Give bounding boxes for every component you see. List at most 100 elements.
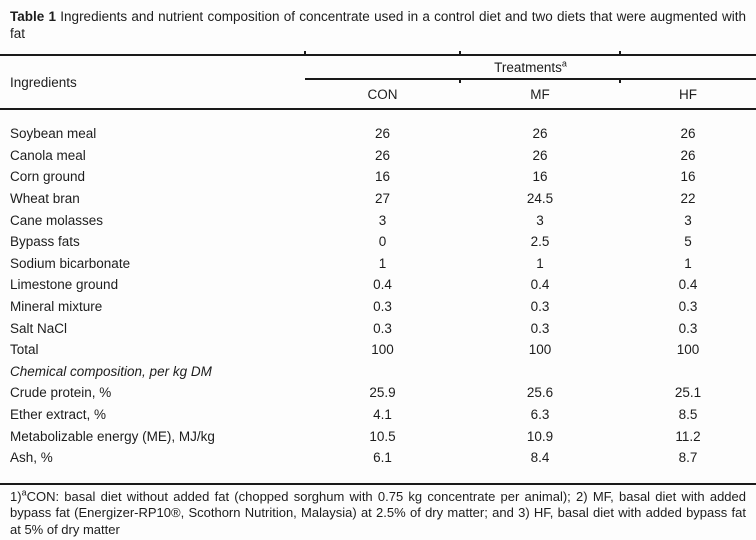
footnote-prefix: 1) bbox=[10, 488, 22, 504]
value-cell: 6.3 bbox=[530, 407, 550, 423]
value-cell: 25.1 bbox=[674, 385, 702, 401]
value-cell: 1 bbox=[684, 255, 692, 271]
value-cell: 26 bbox=[680, 126, 696, 142]
table-row: Bypass fats 0 2.5 5 bbox=[0, 231, 756, 253]
section-row: Chemical composition, per kg DM bbox=[0, 361, 756, 383]
value-cell: 25.9 bbox=[369, 385, 396, 401]
column-divider-tick bbox=[459, 80, 461, 83]
table-row: Mineral mixture 0.3 0.3 0.3 bbox=[0, 296, 756, 318]
value-cell: 3 bbox=[684, 212, 692, 228]
value-cell: 0 bbox=[378, 234, 387, 250]
value-cell: 6.1 bbox=[373, 450, 392, 466]
table-row: Crude protein, % 25.9 25.6 25.1 bbox=[0, 382, 756, 404]
row-label: Canola meal bbox=[10, 147, 86, 163]
row-label: Bypass fats bbox=[10, 234, 80, 250]
table-header: Ingredients Treatmentsa CON MF HF bbox=[0, 56, 756, 108]
row-label: Cane molasses bbox=[10, 212, 104, 228]
value-cell: 1 bbox=[378, 255, 387, 271]
row-label: Metabolizable energy (ME), MJ/kg bbox=[10, 428, 215, 444]
value-cell: 16 bbox=[532, 169, 548, 185]
value-cell: 0.3 bbox=[373, 320, 392, 336]
table-row: Canola meal 26 26 26 bbox=[0, 145, 756, 167]
value-cell: 26 bbox=[680, 147, 696, 163]
table-caption-number: Table 1 bbox=[10, 9, 57, 24]
value-cell: 16 bbox=[374, 169, 391, 185]
value-cell: 3 bbox=[378, 212, 387, 228]
value-cell: 0.4 bbox=[530, 277, 550, 293]
value-cell: 0.4 bbox=[373, 277, 392, 293]
row-label: Sodium bicarbonate bbox=[10, 255, 131, 271]
value-cell: 26 bbox=[374, 147, 391, 163]
column-header-mf: MF bbox=[530, 86, 550, 102]
value-cell: 0.4 bbox=[678, 277, 698, 293]
table-footnote: 1)aCON: basal diet without added fat (ch… bbox=[0, 485, 756, 539]
column-header-hf: HF bbox=[679, 86, 697, 102]
value-cell: 0.3 bbox=[678, 299, 698, 315]
table-row: Cane molasses 3 3 3 bbox=[0, 209, 756, 231]
table-row: Limestone ground 0.4 0.4 0.4 bbox=[0, 274, 756, 296]
ingredients-header-cell: Ingredients bbox=[0, 56, 305, 108]
row-label: Ash, % bbox=[10, 450, 53, 466]
table-row: Total 100 100 100 bbox=[0, 339, 756, 361]
column-divider-tick bbox=[619, 80, 621, 83]
value-cell: 16 bbox=[680, 169, 696, 185]
table-row: Corn ground 16 16 16 bbox=[0, 166, 756, 188]
table-row: Ether extract, % 4.1 6.3 8.5 bbox=[0, 404, 756, 426]
value-cell: 8.5 bbox=[678, 407, 698, 423]
value-cell: 26 bbox=[532, 126, 548, 142]
row-label: Wheat bran bbox=[10, 191, 80, 207]
value-cell: 100 bbox=[676, 342, 700, 358]
row-label: Ether extract, % bbox=[10, 407, 107, 423]
row-label: Limestone ground bbox=[10, 277, 119, 293]
row-label: Soybean meal bbox=[10, 126, 97, 142]
table-row: Wheat bran 27 24.5 22 bbox=[0, 188, 756, 210]
value-cell: 3 bbox=[536, 212, 544, 228]
row-label: Salt NaCl bbox=[10, 320, 68, 336]
value-cell: 4.1 bbox=[373, 407, 392, 423]
table-row: Ash, % 6.1 8.4 8.7 bbox=[0, 447, 756, 469]
column-divider-tick bbox=[459, 51, 461, 54]
value-cell: 5 bbox=[684, 234, 692, 250]
value-cell: 8.4 bbox=[530, 450, 550, 466]
value-cell: 1 bbox=[536, 255, 544, 271]
row-label: Mineral mixture bbox=[10, 299, 103, 315]
value-cell: 10.5 bbox=[369, 428, 396, 444]
value-cell: 0.3 bbox=[678, 320, 698, 336]
treatments-label: Treatmentsa bbox=[494, 58, 567, 75]
section-label: Chemical composition, per kg DM bbox=[10, 363, 212, 379]
value-cell: 100 bbox=[528, 342, 552, 358]
table-row: Salt NaCl 0.3 0.3 0.3 bbox=[0, 317, 756, 339]
value-cell: 10.9 bbox=[526, 428, 554, 444]
footnote-superscript: a bbox=[21, 487, 27, 498]
table-top-rule bbox=[0, 51, 756, 56]
row-label: Crude protein, % bbox=[10, 385, 112, 401]
header-bottom-rule bbox=[0, 108, 756, 110]
value-cell: 8.7 bbox=[678, 450, 698, 466]
value-cell: 0.3 bbox=[530, 320, 550, 336]
row-label: Total bbox=[10, 342, 39, 358]
ingredients-header-label: Ingredients bbox=[10, 74, 77, 90]
table-row: Metabolizable energy (ME), MJ/kg 10.5 10… bbox=[0, 425, 756, 447]
value-cell: 25.6 bbox=[526, 385, 554, 401]
value-cell: 100 bbox=[371, 342, 394, 358]
table-row: Soybean meal 26 26 26 bbox=[0, 123, 756, 145]
table-caption: Table 1 Ingredients and nutrient composi… bbox=[0, 0, 756, 42]
value-cell: 26 bbox=[532, 147, 548, 163]
footnote-text: CON: basal diet without added fat (chopp… bbox=[10, 488, 746, 537]
table-body: Soybean meal 26 26 26 Canola meal 26 26 … bbox=[0, 110, 756, 469]
value-cell: 2.5 bbox=[530, 234, 550, 250]
column-divider-tick bbox=[619, 51, 621, 54]
value-cell: 22 bbox=[680, 191, 696, 207]
value-cell: 24.5 bbox=[526, 191, 554, 207]
value-cell: 11.2 bbox=[675, 428, 701, 444]
value-cell: 0.3 bbox=[530, 299, 550, 315]
value-cell: 27 bbox=[374, 191, 391, 207]
value-cell: 26 bbox=[374, 126, 391, 142]
table-caption-text: Ingredients and nutrient composition of … bbox=[10, 9, 746, 41]
treatments-superscript: a bbox=[561, 58, 567, 68]
table-row: Sodium bicarbonate 1 1 1 bbox=[0, 253, 756, 275]
value-cell: 0.3 bbox=[373, 299, 392, 315]
column-header-con: CON bbox=[367, 86, 398, 102]
treatments-group-header: Treatmentsa bbox=[305, 56, 756, 83]
